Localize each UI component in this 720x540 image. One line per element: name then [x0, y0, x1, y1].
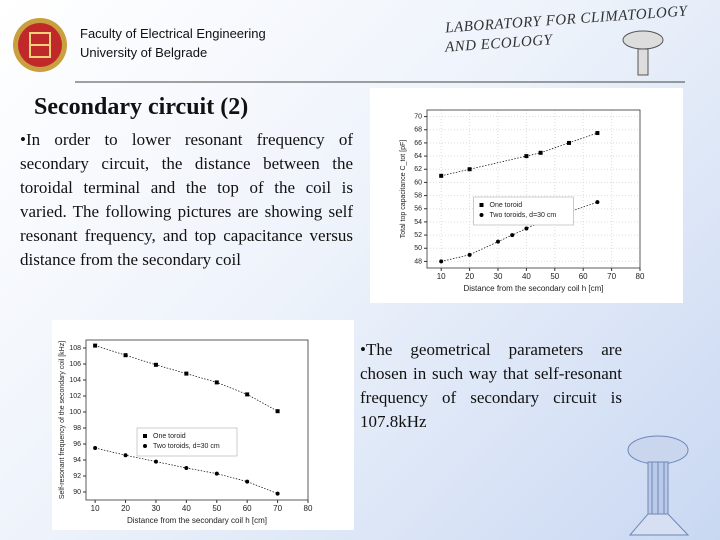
point	[439, 173, 444, 178]
bullet-text: The geometrical parameters are chosen in…	[360, 338, 622, 434]
legend-marker	[143, 434, 147, 438]
legend-marker	[143, 444, 147, 448]
x-tick-label: 20	[465, 272, 474, 281]
point	[93, 446, 98, 450]
x-tick-label: 30	[494, 272, 503, 281]
point	[595, 131, 600, 136]
point	[496, 239, 500, 244]
slide-title: Secondary circuit (2)	[34, 94, 249, 120]
x-tick-label: 50	[212, 504, 221, 513]
chart-background	[52, 320, 354, 530]
point	[153, 459, 158, 464]
legend-box	[136, 427, 238, 457]
plot-frame	[426, 109, 641, 269]
y-tick-label: 50	[414, 245, 422, 252]
x-tick-label: 10	[91, 504, 100, 513]
point	[153, 362, 158, 367]
x-tick-label: 60	[579, 272, 588, 281]
trend-line	[441, 132, 598, 177]
y-tick-label: 64	[414, 153, 422, 160]
legend-label: Two toroids, d=30 cm	[153, 443, 220, 450]
x-tick-label: 30	[151, 504, 160, 513]
x-tick-label: 40	[182, 504, 191, 513]
bullet-text: In order to lower resonant frequency of …	[20, 128, 353, 272]
x-tick-label: 70	[273, 504, 282, 513]
point	[184, 466, 189, 470]
point	[123, 453, 128, 458]
legend-box	[473, 196, 574, 226]
x-axis-label: Distance from the secondary coil h [cm]	[463, 284, 603, 293]
y-tick-label: 48	[414, 258, 422, 265]
legend-label: One toroid	[153, 433, 186, 440]
x-axis-label: Distance from the secondary coil h [cm]	[127, 516, 267, 525]
y-tick-label: 108	[69, 345, 81, 352]
point	[567, 140, 571, 145]
y-axis-label: Self-resonant frequency of the secondary…	[59, 341, 66, 499]
legend-marker	[479, 203, 484, 207]
y-tick-label: 52	[414, 232, 422, 239]
point	[467, 167, 472, 172]
y-tick-label: 102	[69, 393, 81, 400]
x-tick-label: 80	[636, 272, 645, 281]
point	[524, 226, 529, 231]
point	[275, 409, 280, 414]
x-tick-label: 20	[121, 504, 130, 513]
x-tick-label: 50	[550, 272, 559, 281]
point	[214, 471, 219, 476]
y-tick-label: 98	[73, 425, 81, 432]
point	[184, 371, 189, 376]
plot-frame	[85, 339, 309, 501]
x-tick-label: 60	[243, 504, 252, 513]
y-tick-label: 58	[414, 192, 422, 199]
y-tick-label: 66	[414, 140, 422, 147]
faculty-name: Faculty of Electrical Engineering	[80, 26, 266, 41]
y-tick-label: 68	[414, 127, 422, 134]
tesla-tower-icon	[627, 435, 690, 536]
y-tick-label: 94	[73, 457, 81, 464]
legend-label: One toroid	[490, 202, 523, 209]
point	[214, 380, 219, 385]
y-tick-label: 90	[73, 489, 81, 496]
x-tick-label: 80	[304, 504, 313, 513]
point	[123, 353, 128, 358]
point	[93, 343, 98, 348]
chart: 48 50 52 54 56 58 60 62 64 66 68 70 10 20 30 40 50 60 70 80…	[370, 88, 683, 303]
y-tick-label: 104	[69, 377, 81, 384]
y-axis-label: Total top capacitance C_tot [pF]	[400, 140, 407, 238]
legend-label: Two toroids, d=30 cm	[490, 212, 557, 219]
point	[275, 491, 280, 496]
y-tick-label: 54	[414, 219, 422, 226]
legend-marker	[479, 213, 484, 217]
point	[439, 259, 444, 264]
y-tick-label: 62	[414, 166, 422, 173]
y-tick-label: 56	[414, 206, 422, 213]
point	[245, 479, 250, 484]
y-tick-label: 100	[69, 409, 81, 416]
y-tick-label: 106	[69, 361, 81, 368]
x-tick-label: 40	[522, 272, 531, 281]
chart: 90 92 94 96 98 100 102 104 106 108 10 20 30 40 50 60 70 8…	[52, 320, 354, 530]
x-tick-label: 10	[437, 272, 446, 281]
lab-tower-icon	[622, 30, 664, 76]
university-name: University of Belgrade	[80, 45, 208, 60]
x-tick-label: 70	[607, 272, 616, 281]
y-tick-label: 92	[73, 473, 81, 480]
point	[245, 392, 250, 397]
y-tick-label: 96	[73, 441, 81, 448]
faculty-logo	[13, 18, 67, 72]
point	[595, 200, 600, 205]
point	[510, 233, 515, 238]
y-tick-label: 60	[414, 179, 422, 186]
point	[524, 154, 529, 159]
point	[467, 252, 472, 257]
point	[538, 150, 543, 155]
y-tick-label: 70	[414, 113, 422, 120]
